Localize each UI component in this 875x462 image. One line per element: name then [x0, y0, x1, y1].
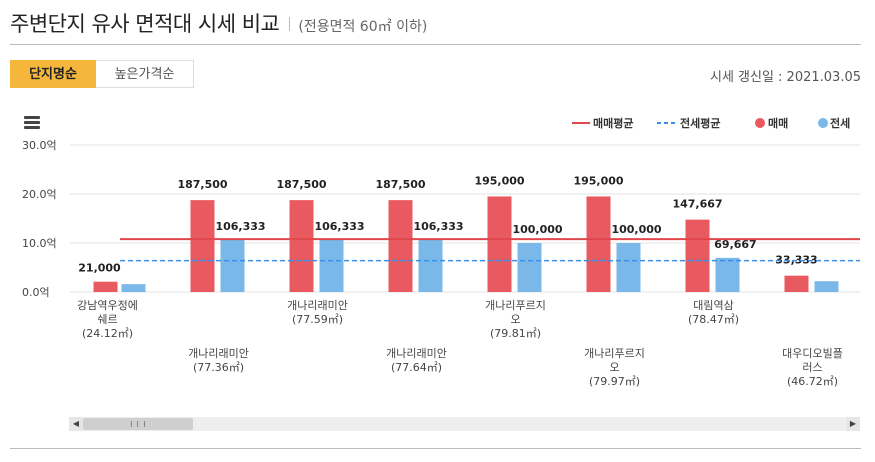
- legend-label-3: 전세: [830, 116, 850, 130]
- x-tick-label-2: (77.59㎡): [292, 313, 343, 326]
- y-tick-label: 20.0억: [22, 188, 57, 201]
- data-label-sale-6: 147,667: [672, 198, 722, 211]
- bar-rent-6: [715, 257, 740, 292]
- x-tick-label-5: 개나리푸르지: [584, 347, 645, 360]
- legend-label-2: 매매: [768, 116, 788, 130]
- bar-rent-4: [517, 243, 542, 292]
- comparison-chart: 0.0억 10.0억 20.0억 30.0억 매매평균 전세평균 매매 전세 21,000 187…: [22, 116, 860, 388]
- data-label-rent-1: 106,333: [215, 220, 265, 233]
- data-label-sale-3: 187,500: [375, 178, 425, 191]
- x-tick-label-4: (79.81㎡): [490, 327, 541, 340]
- legend-dot-2: [755, 118, 765, 128]
- x-tick-label-0: 강남역우정에: [77, 299, 138, 312]
- data-label-rent-4: 100,000: [512, 223, 562, 236]
- x-tick-label-6: 대림역삼: [693, 299, 733, 312]
- page-title: 주변단지 유사 면적대 시세 비교: [10, 12, 280, 36]
- x-tick-label-3: 개나리래미안: [386, 347, 447, 360]
- x-tick-label-0: (24.12㎡): [82, 327, 133, 340]
- legend-label-0: 매매평균: [593, 116, 633, 130]
- x-tick-label-5: 오: [609, 361, 619, 374]
- data-label-rent-3: 106,333: [413, 220, 463, 233]
- data-label-rent-6: 69,667: [714, 238, 756, 251]
- data-label-rent-5: 100,000: [611, 223, 661, 236]
- scrollbar-thumb[interactable]: [83, 418, 193, 430]
- header-divider: [10, 44, 861, 45]
- page-subtitle: (전용면적 60㎡ 이하): [298, 19, 428, 35]
- bar-sale-0: [93, 281, 118, 292]
- bar-sale-6: [685, 219, 710, 292]
- bar-sale-2: [289, 200, 314, 292]
- legend-dot-3: [818, 118, 828, 128]
- y-tick-label: 30.0억: [22, 139, 57, 152]
- grip-icon: [131, 421, 145, 427]
- bar-sale-1: [190, 200, 215, 292]
- y-tick-label: 10.0억: [22, 237, 57, 250]
- tab-sort-by-price[interactable]: 높은가격순: [96, 60, 194, 88]
- bar-rent-3: [418, 239, 443, 292]
- data-label-rent-2: 106,333: [314, 220, 364, 233]
- x-tick-label-6: (78.47㎡): [688, 313, 739, 326]
- bar-rent-2: [319, 239, 344, 292]
- bar-sale-7: [784, 275, 809, 292]
- x-tick-label-7: 러스: [802, 361, 822, 374]
- data-label-sale-4: 195,000: [474, 174, 524, 187]
- bottom-divider: [10, 448, 861, 449]
- scroll-right-arrow-icon[interactable]: ▶: [846, 417, 860, 431]
- tab-sort-by-name[interactable]: 단지명순: [10, 60, 96, 88]
- bar-rent-5: [616, 243, 641, 292]
- title-divider: [289, 17, 291, 31]
- sort-tabs: 단지명순 높은가격순: [10, 60, 194, 88]
- x-tick-label-4: 개나리푸르지: [485, 299, 546, 312]
- data-label-sale-0: 21,000: [78, 262, 121, 275]
- update-date: 시세 갱신일 : 2021.03.05: [709, 70, 861, 85]
- x-tick-label-5: (79.97㎡): [589, 375, 640, 388]
- bar-rent-1: [220, 239, 245, 292]
- x-tick-label-1: (77.36㎡): [193, 361, 244, 374]
- bar-rent-7: [814, 281, 839, 292]
- scroll-left-arrow-icon[interactable]: ◀: [69, 417, 83, 431]
- data-label-sale-5: 195,000: [573, 174, 623, 187]
- chart-header: 주변단지 유사 면적대 시세 비교 (전용면적 60㎡ 이하): [10, 8, 427, 38]
- bar-sale-3: [388, 200, 413, 292]
- legend-label-1: 전세평균: [680, 116, 720, 130]
- data-label-sale-2: 187,500: [276, 178, 326, 191]
- bar-sale-4: [487, 196, 512, 292]
- x-tick-label-7: (46.72㎡): [787, 375, 838, 388]
- bar-rent-0: [121, 284, 146, 292]
- hamburger-menu-icon[interactable]: [24, 116, 40, 130]
- x-tick-label-0: 쉐르: [97, 313, 117, 326]
- chart-scrollbar[interactable]: ◀ ▶: [69, 417, 860, 431]
- x-tick-label-4: 오: [510, 313, 520, 326]
- x-tick-label-3: (77.64㎡): [391, 361, 442, 374]
- x-tick-label-2: 개나리래미안: [287, 299, 348, 312]
- data-label-sale-1: 187,500: [177, 178, 227, 191]
- x-tick-label-1: 개나리래미안: [188, 347, 249, 360]
- bar-sale-5: [586, 196, 611, 292]
- x-tick-label-7: 대우디오빌플: [782, 347, 843, 360]
- y-tick-label: 0.0억: [22, 286, 50, 299]
